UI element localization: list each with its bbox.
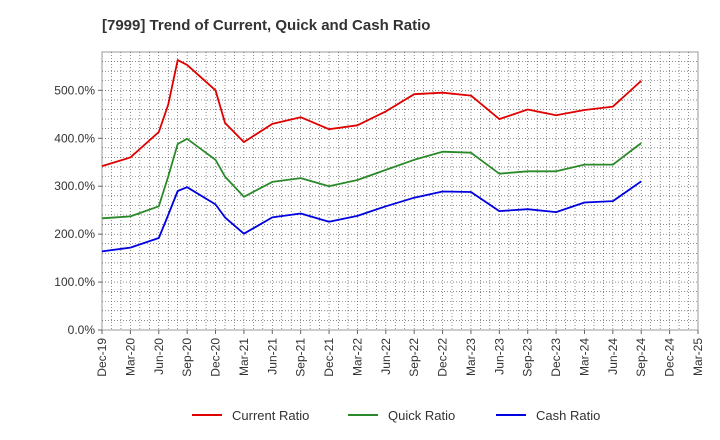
axes: 0.0% 100.0% 200.0% 300.0% 400.0% 500.0% Dec-19… [54, 83, 705, 376]
legend-label: Current Ratio [232, 408, 309, 423]
y-tick-label: 400.0% [54, 131, 95, 145]
x-tick-label: Dec-22 [436, 338, 450, 377]
y-tick-label: 100.0% [54, 275, 95, 289]
x-tick-label: Sep-20 [180, 338, 194, 377]
y-tick-label: 0.0% [68, 323, 96, 337]
series-line-cash-ratio [101, 180, 642, 253]
series-line-quick-ratio [101, 137, 642, 220]
x-tick-label: Dec-20 [209, 338, 223, 377]
x-tick-label: Jun-20 [152, 338, 166, 375]
x-tick-label: Dec-23 [549, 338, 563, 377]
legend-label: Cash Ratio [536, 408, 600, 423]
x-tick-label: Dec-19 [95, 338, 109, 377]
legend: Current Ratio Quick Ratio Cash Ratio [192, 408, 600, 423]
legend-label: Quick Ratio [388, 408, 455, 423]
x-tick-label: Mar-21 [237, 338, 251, 376]
plot-frame [101, 51, 699, 331]
x-tick-label: Mar-25 [691, 338, 705, 376]
y-tick-label: 300.0% [54, 179, 95, 193]
y-tick-label: 500.0% [54, 83, 95, 97]
x-tick-label: Sep-21 [294, 338, 308, 377]
y-tick-label: 200.0% [54, 227, 95, 241]
x-tick-label: Sep-22 [407, 338, 421, 377]
x-tick-label: Jun-22 [379, 338, 393, 375]
chart-title: [7999] Trend of Current, Quick and Cash … [102, 17, 430, 34]
x-tick-label: Dec-24 [663, 338, 677, 377]
series-lines [101, 59, 642, 253]
x-tick-label: Mar-23 [464, 338, 478, 376]
x-tick-label: Mar-22 [350, 338, 364, 376]
x-tick-label: Mar-24 [577, 338, 591, 376]
series-line-current-ratio [101, 59, 642, 167]
x-tick-label: Mar-20 [123, 338, 137, 376]
x-tick-label: Jun-24 [606, 338, 620, 375]
x-tick-label: Dec-21 [322, 338, 336, 377]
grid [101, 51, 699, 331]
x-tick-label: Sep-24 [634, 338, 648, 377]
x-tick-label: Sep-23 [521, 338, 535, 377]
x-tick-label: Jun-23 [492, 338, 506, 375]
x-tick-label: Jun-21 [265, 338, 279, 375]
